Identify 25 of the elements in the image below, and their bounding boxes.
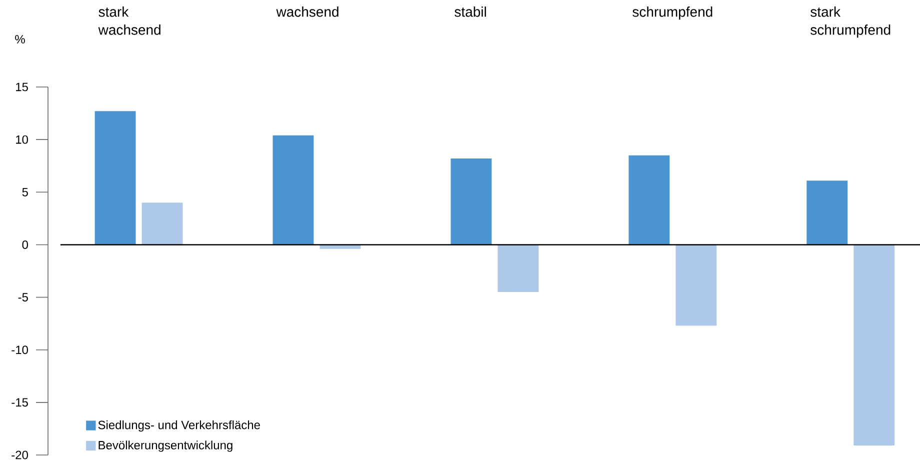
x-tick-label: stark schrumpfend <box>810 6 890 38</box>
bar <box>676 244 717 326</box>
bar <box>628 155 670 245</box>
bar <box>806 180 848 245</box>
bar <box>854 244 895 446</box>
legend-label: Bevölkerungsentwicklung <box>98 440 232 452</box>
bar <box>450 158 492 245</box>
y-tick-label: -20 <box>12 450 28 460</box>
y-tick-label: -5 <box>18 293 28 302</box>
bar <box>94 111 136 245</box>
y-tick-label: 5 <box>22 188 28 196</box>
x-tick-label: stark wachsend <box>98 6 160 35</box>
x-tick-label: stabil <box>454 6 486 17</box>
y-tick-label: 0 <box>22 240 28 249</box>
y-tick-label: -10 <box>12 346 28 354</box>
bar <box>272 135 314 245</box>
x-tick-label: schrumpfend <box>632 6 712 20</box>
y-tick-label: 15 <box>16 82 28 92</box>
y-axis-title: % <box>15 35 25 44</box>
y-tick-label: 10 <box>16 135 28 144</box>
x-tick-label: wachsend <box>276 6 338 17</box>
legend-label: Siedlungs- und Verkehrsfläche <box>98 420 260 432</box>
y-tick-label: -15 <box>12 398 28 407</box>
bar <box>498 244 539 292</box>
bar <box>142 202 183 245</box>
